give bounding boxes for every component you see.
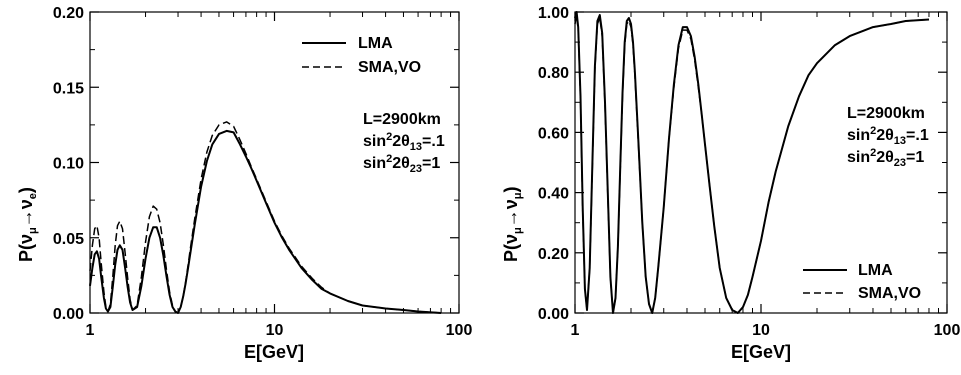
left-series (89, 121, 442, 314)
left-ytick-label: 0.05 (53, 231, 84, 248)
left-ticks: 0.00 0.05 0.10 0.15 0.20 1 10 100 (53, 5, 473, 339)
left-xtick-label: 10 (266, 322, 284, 339)
left-anno-theta13: sin22θ13=.1 (363, 131, 445, 153)
right-ticks: 0.00 0.20 0.40 0.60 0.80 1.00 1 10 100 (538, 5, 961, 339)
right-chart: 0.000.200.400.600.801.001 10 100 P(νμ→νμ) … (501, 5, 960, 362)
left-series-sma-vo-line (89, 121, 442, 314)
right-anno-baseline: L=2900km (847, 105, 925, 122)
left-annotation: L=2900km sin22θ13=.1 sin22θ23=1 (363, 111, 445, 175)
right-xtick-label: 100 (934, 322, 961, 339)
right-series-sma-vo-line (574, 14, 930, 314)
left-ytick-label: 0.15 (53, 80, 84, 97)
right-legend-sma-label: SMA,VO (858, 285, 921, 302)
left-ytick-label: 0.20 (53, 5, 84, 22)
left-chart: 0.00 0.05 0.10 0.15 0.20 1 10 100 P(νμ→νe) E[Ge… (16, 5, 472, 362)
right-xtick-label: 1 (571, 322, 580, 339)
left-legend: LMA SMA,VO (302, 35, 421, 76)
right-anno-theta23: sin22θ23=1 (847, 147, 924, 169)
left-legend-sma-label: SMA,VO (358, 59, 421, 76)
left-xtick-label: 100 (446, 322, 473, 339)
left-x-axis-label: E[GeV] (244, 342, 304, 362)
right-xtick-label: 10 (752, 322, 770, 339)
right-anno-theta13: sin22θ13=.1 (847, 125, 929, 147)
right-series (574, 11, 930, 314)
right-ytick-label: 0.00 (538, 306, 569, 323)
left-ytick-label: 0.00 (53, 306, 84, 323)
right-legend-lma-label: LMA (858, 262, 893, 279)
left-ytick-label: 0.10 (53, 156, 84, 173)
right-legend: LMA SMA,VO (803, 262, 921, 302)
right-x-axis-label: E[GeV] (731, 342, 791, 362)
right-ytick-label: 0.20 (538, 246, 569, 263)
right-ytick-label: 0.60 (538, 125, 569, 142)
right-ytick-label: 0.80 (538, 65, 569, 82)
left-y-axis-label: P(νμ→νe) (16, 187, 39, 262)
right-y-axis-label: P(νμ→νμ) (501, 187, 524, 263)
right-annotation: L=2900km sin22θ13=.1 sin22θ23=1 (847, 105, 929, 169)
left-anno-theta23: sin22θ23=1 (363, 153, 440, 175)
right-ytick-label: 1.00 (538, 5, 569, 22)
left-legend-lma-label: LMA (358, 35, 393, 52)
right-ytick-label: 0.40 (538, 186, 569, 203)
left-xtick-label: 1 (86, 322, 95, 339)
left-anno-baseline: L=2900km (363, 111, 441, 128)
